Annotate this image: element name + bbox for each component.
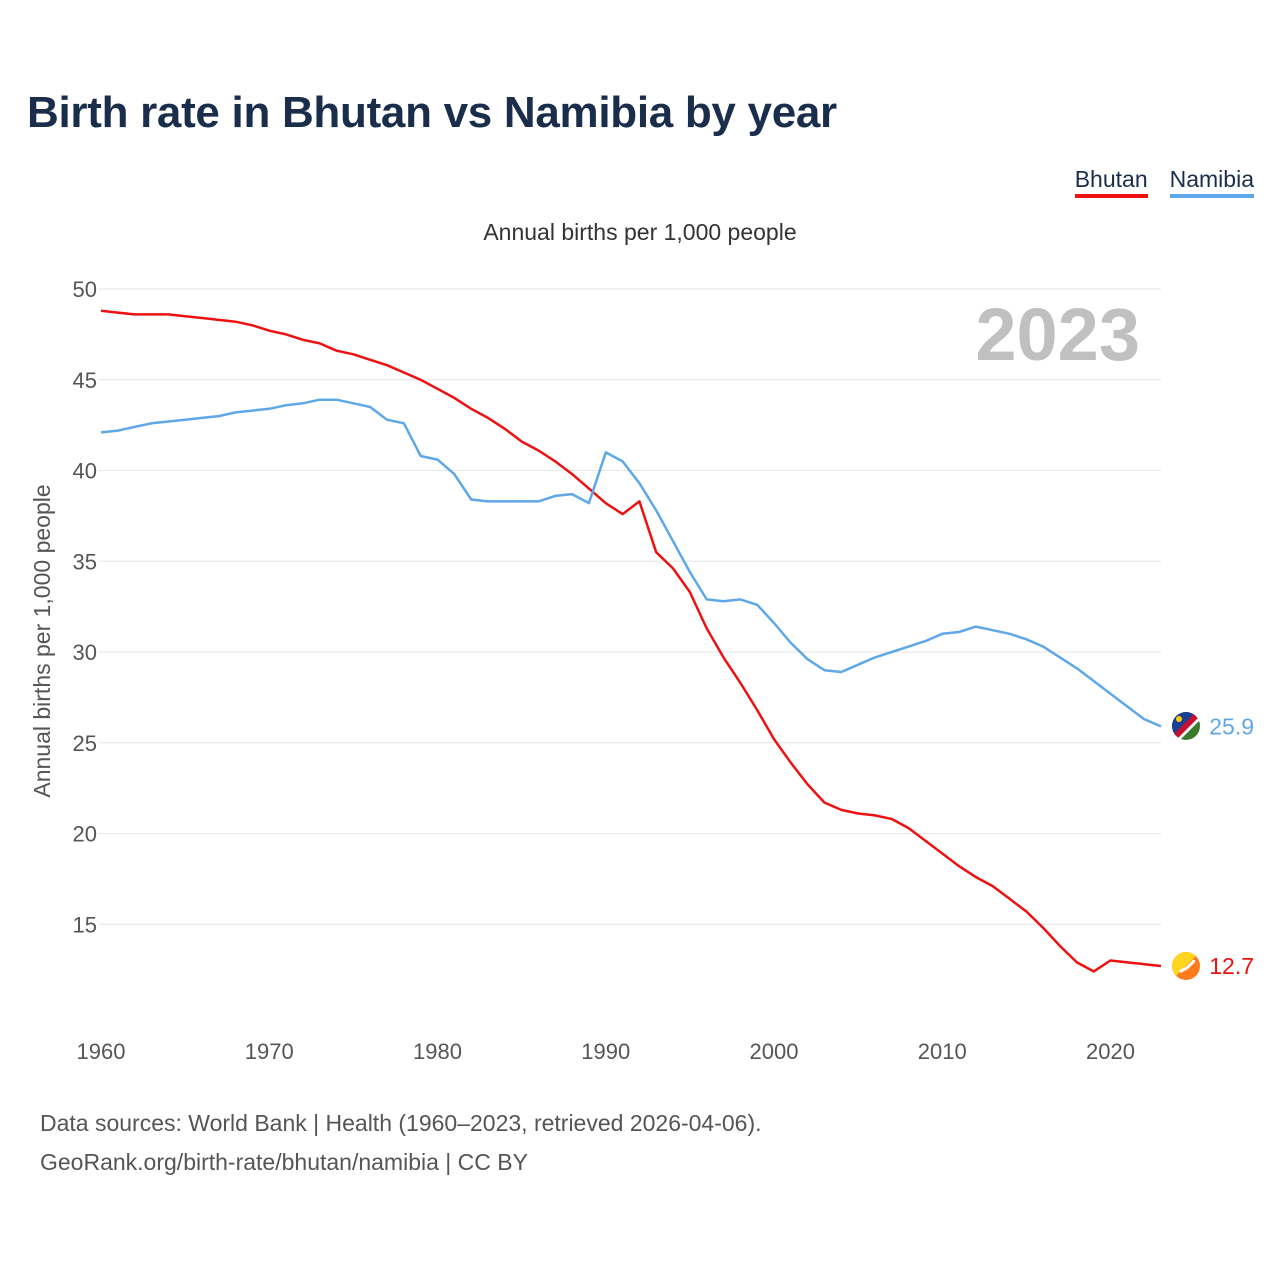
y-tick-label: 35 xyxy=(73,549,97,574)
legend: Bhutan Namibia xyxy=(1074,166,1254,198)
end-label-bhutan: 12.7 xyxy=(1209,953,1254,979)
legend-item-bhutan[interactable]: Bhutan xyxy=(1074,166,1148,198)
page-title: Birth rate in Bhutan vs Namibia by year xyxy=(27,88,837,137)
x-axis-ticks: 1960 1970 1980 1990 2000 2010 2020 xyxy=(77,1039,1135,1064)
y-axis-label: Annual births per 1,000 people xyxy=(29,484,55,797)
x-tick-label: 2010 xyxy=(918,1039,967,1064)
x-tick-label: 2020 xyxy=(1086,1039,1135,1064)
y-tick-label: 20 xyxy=(73,822,97,847)
y-tick-label: 25 xyxy=(73,731,97,756)
source-line-2[interactable]: GeoRank.org/birth-rate/bhutan/namibia | … xyxy=(40,1149,528,1175)
x-tick-label: 1960 xyxy=(77,1039,126,1064)
namibia-flag-icon xyxy=(1172,712,1200,740)
y-axis-ticks: 15 20 25 30 35 40 45 50 xyxy=(73,277,97,937)
data-source-note: Data sources: World Bank | Health (1960–… xyxy=(40,1104,762,1182)
y-tick-label: 30 xyxy=(73,640,97,665)
x-tick-label: 1990 xyxy=(581,1039,630,1064)
y-tick-label: 40 xyxy=(73,459,97,484)
x-tick-label: 1980 xyxy=(413,1039,462,1064)
gridlines xyxy=(99,288,1161,925)
series-line-bhutan[interactable] xyxy=(100,309,1162,973)
source-line-1: Data sources: World Bank | Health (1960–… xyxy=(40,1110,762,1136)
x-tick-label: 1970 xyxy=(245,1039,294,1064)
y-tick-label: 15 xyxy=(73,912,97,937)
chart-subtitle: Annual births per 1,000 people xyxy=(483,219,796,245)
end-label-namibia: 25.9 xyxy=(1209,713,1254,739)
series-line-namibia[interactable] xyxy=(100,398,1162,728)
year-watermark: 2023 xyxy=(975,293,1140,376)
bhutan-flag-icon xyxy=(1172,952,1200,980)
series-lines: 12.7 25.9 xyxy=(100,309,1254,979)
legend-item-namibia[interactable]: Namibia xyxy=(1169,166,1254,198)
x-tick-label: 2000 xyxy=(750,1039,799,1064)
y-tick-label: 50 xyxy=(73,277,97,302)
y-tick-label: 45 xyxy=(73,368,97,393)
